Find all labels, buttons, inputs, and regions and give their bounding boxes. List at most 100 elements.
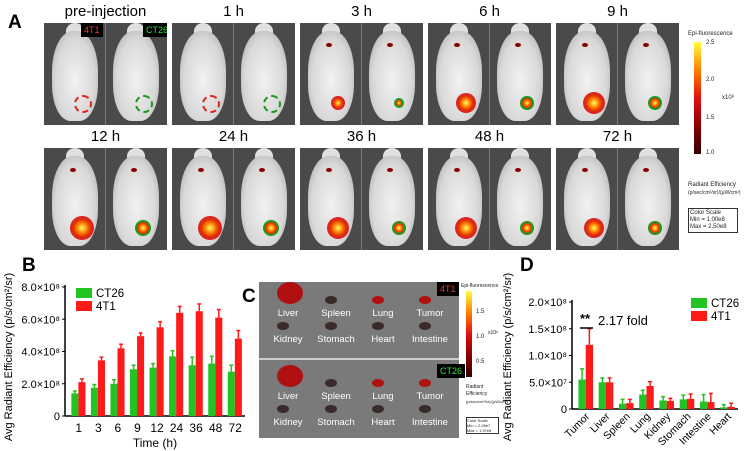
colorbar-a-unit-label: Radiant Efficiency (688, 182, 736, 188)
mouse-image (172, 148, 295, 250)
head-signal (387, 168, 393, 172)
tumor-signal (200, 218, 220, 238)
colorbar-c-tick: 1.0 (476, 334, 485, 340)
timepoint-label: pre-injection (64, 3, 147, 20)
bar-ct26 (679, 399, 687, 409)
colorbar-c-unit-label: Radiant Efficiency (466, 384, 488, 397)
organ-signal (419, 405, 431, 413)
significance-marker: ** (580, 311, 591, 326)
scale-max: Max = 1.97e8 (467, 428, 492, 433)
tumor-signal (585, 94, 603, 112)
y-tick-label: 1.5×10⁸ (528, 324, 567, 336)
bar-ct26 (227, 371, 235, 416)
bar-ct26 (618, 403, 627, 409)
mouse-image (44, 148, 167, 250)
organ-label: Intestine (412, 417, 448, 428)
y-tick-label: 1.0×10⁸ (528, 351, 567, 363)
x-tick-label: 3 (95, 421, 102, 435)
tag-4t1: 4T1 (437, 282, 459, 296)
head-signal (515, 43, 521, 47)
divider (617, 148, 618, 250)
tumor-signal (522, 98, 532, 108)
bar-4t1 (137, 336, 145, 416)
tumor-roi (74, 95, 92, 113)
bar-ct26 (90, 387, 98, 416)
timepoint-label: 6 h (479, 3, 500, 20)
organ-label: Heart (371, 417, 395, 428)
organ-signal (325, 405, 337, 413)
organ-label: Liver (277, 391, 299, 402)
organ-label: Intestine (412, 334, 448, 345)
colorbar-a-tick: 1.0 (706, 150, 715, 156)
colorbar-a (694, 42, 701, 154)
tumor-roi (263, 95, 281, 113)
head-signal (454, 43, 460, 47)
head-signal (131, 168, 137, 172)
head-signal (259, 168, 265, 172)
organ-label: Liver (277, 308, 299, 319)
tumor-signal (457, 219, 475, 237)
x-tick-label: 48 (209, 421, 223, 435)
colorbar-a-title: Epi-fluorescence (688, 31, 733, 37)
tag-4t1: 4T1 (81, 23, 103, 37)
tag-ct26: CT26 (437, 364, 466, 378)
fold-change-annotation: 2.17 fold (598, 313, 648, 328)
bar-ct26 (659, 400, 667, 409)
mouse-image (428, 148, 551, 250)
organ-label: Stomach (317, 417, 355, 428)
colorbar-a-unit: (p/sec/cm²/sr)/(μW/cm²) (688, 190, 741, 196)
y-axis-title: Avg Radiant Efficiency (p/s/cm²/sr) (3, 273, 15, 441)
bar-ct26 (188, 365, 196, 416)
legend-label: CT26 (711, 298, 739, 310)
y-tick-label: 2.0×10⁸ (528, 297, 567, 309)
bar-ct26 (578, 379, 586, 409)
head-signal (582, 168, 588, 172)
colorbar-c-unit: (p/sec/cm²/sr)/(μW/cm²) (466, 399, 509, 404)
tumor-signal (650, 223, 660, 233)
legend-label: 4T1 (711, 311, 731, 323)
bar-ct26 (639, 394, 647, 409)
colorbar-c-exponent: x10⁸ (488, 330, 499, 336)
mouse-image (556, 23, 679, 125)
panel-label-b: B (22, 255, 36, 276)
colorbar-a-tick: 2.0 (706, 77, 715, 83)
bar-ct26 (71, 393, 79, 416)
bar-4t1 (78, 382, 86, 416)
organ-signal (277, 405, 289, 413)
head-signal (70, 168, 76, 172)
tumor-roi (135, 95, 153, 113)
colorbar-c (466, 291, 472, 377)
organ-label: Tumor (416, 391, 444, 402)
colorbar-c-tick: 1.5 (476, 309, 485, 315)
tumor-signal (396, 100, 402, 106)
organ-signal (419, 322, 431, 330)
timepoint-label: 36 h (346, 128, 377, 145)
organ-label: Spleen (321, 308, 351, 319)
legend-swatch (76, 288, 92, 298)
timepoint-label: 1 h (223, 3, 244, 20)
y-tick-label: 0 (561, 404, 567, 416)
head-signal (643, 43, 649, 47)
mouse-image (300, 23, 423, 125)
colorbar-c-scale-box: Color Scale Min = 2.26e7 Max = 1.97e8 (466, 417, 499, 434)
organ-signal (277, 322, 289, 330)
x-tick-label: 1 (75, 421, 82, 435)
x-tick-label: 12 (150, 421, 164, 435)
organ-label: Spleen (321, 391, 351, 402)
y-tick-label: 4.0×10⁸ (21, 347, 60, 359)
bar-ct26 (149, 367, 157, 416)
y-tick-label: 0 (54, 411, 60, 423)
bar-4t1 (234, 338, 242, 416)
divider (105, 148, 106, 250)
bar-4t1 (156, 327, 164, 416)
timepoint-label: 3 h (351, 3, 372, 20)
mouse-image (428, 23, 551, 125)
bar-4t1 (707, 402, 715, 409)
timepoint-label: 72 h (602, 128, 633, 145)
tumor-signal (137, 222, 149, 234)
divider (617, 23, 618, 125)
organ-label: Kidney (273, 334, 303, 345)
x-tick-label: Heart (707, 411, 734, 438)
organ-label: Heart (371, 334, 395, 345)
timepoint-label: 12 h (90, 128, 121, 145)
